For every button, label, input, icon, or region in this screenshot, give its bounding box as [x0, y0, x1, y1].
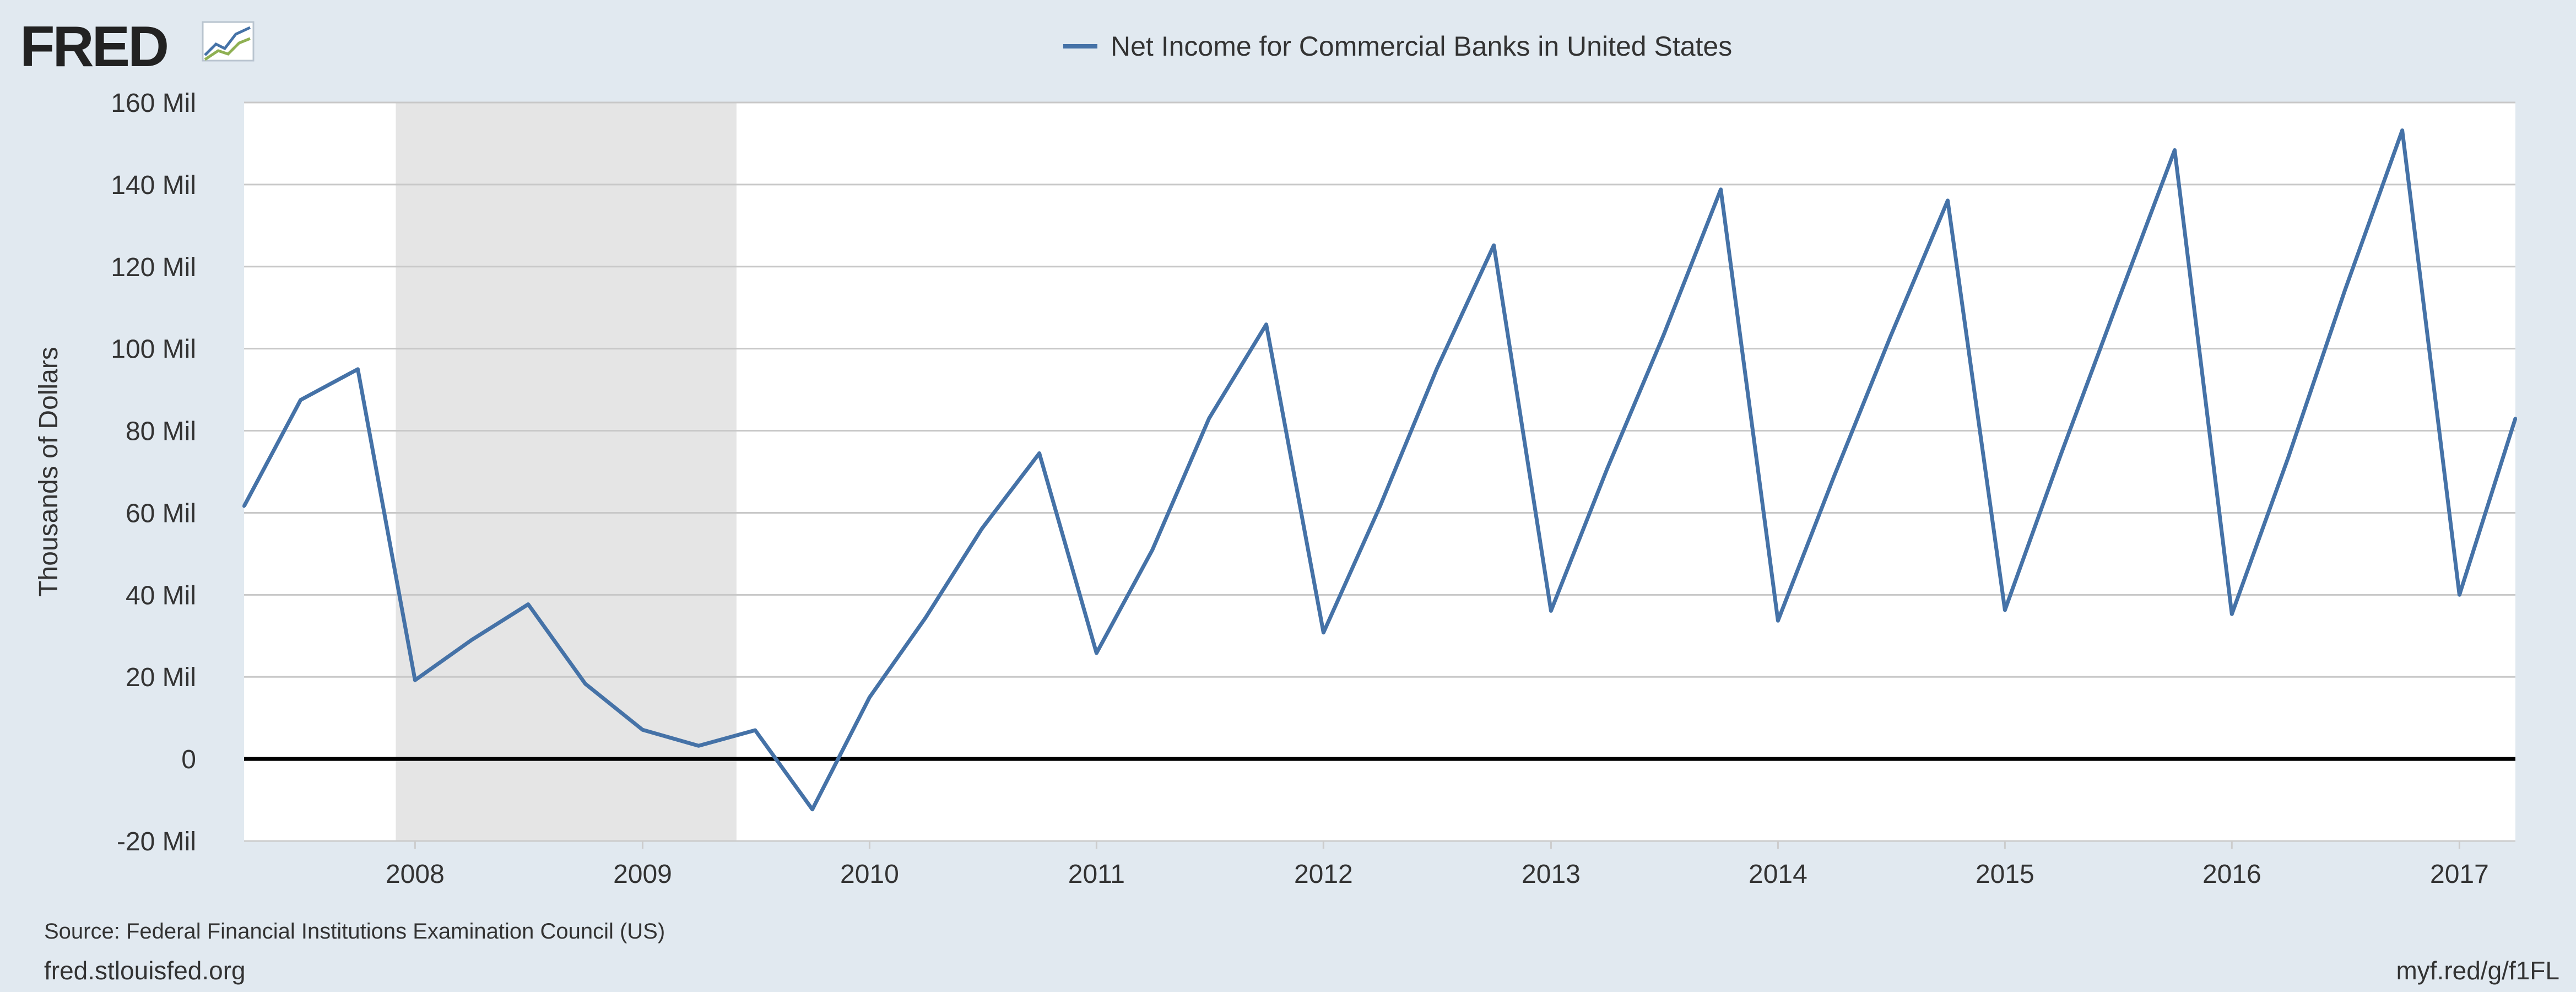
x-tick-label: 2013 — [1522, 860, 1581, 889]
series-point[interactable] — [1322, 630, 1325, 634]
x-tick-label: 2017 — [2430, 860, 2489, 889]
fred-logo-text: FRED — [20, 15, 167, 76]
series-point[interactable] — [1549, 609, 1553, 613]
series-point[interactable] — [413, 678, 417, 682]
series-point[interactable] — [2458, 593, 2461, 597]
series-point[interactable] — [924, 616, 928, 620]
series-point[interactable] — [583, 682, 587, 686]
series-point[interactable] — [1888, 335, 1892, 338]
series-point[interactable] — [697, 744, 701, 748]
series-point[interactable] — [1435, 367, 1438, 371]
fred-logo[interactable]: FRED — [20, 15, 262, 76]
gridlines — [244, 101, 2515, 678]
series-points — [242, 128, 2517, 811]
series-point[interactable] — [810, 807, 814, 811]
y-tick-label: 0 — [181, 745, 196, 774]
series-point[interactable] — [1605, 467, 1609, 471]
legend-swatch — [1063, 44, 1097, 48]
series-point[interactable] — [2230, 612, 2234, 616]
x-tick-label: 2016 — [2202, 860, 2261, 889]
chart-line-icon — [202, 21, 255, 62]
site-link[interactable]: fred.stlouisfed.org — [44, 956, 246, 985]
series-point[interactable] — [1037, 451, 1041, 455]
x-tick-label: 2009 — [613, 860, 672, 889]
y-tick-label: 120 Mil — [111, 253, 196, 282]
series-point[interactable] — [1492, 244, 1496, 247]
series-point[interactable] — [242, 504, 246, 508]
x-tick-label: 2012 — [1294, 860, 1353, 889]
series-point[interactable] — [299, 398, 302, 402]
series-point[interactable] — [1264, 322, 1268, 326]
series-point[interactable] — [2003, 608, 2007, 612]
series-point[interactable] — [641, 728, 645, 732]
series-point[interactable] — [1095, 651, 1098, 655]
series-point[interactable] — [2059, 452, 2063, 456]
series-point[interactable] — [356, 367, 360, 371]
series-point[interactable] — [526, 602, 530, 606]
series-point[interactable] — [2343, 288, 2347, 292]
y-axis-label: Thousands of Dollars — [34, 347, 63, 597]
y-tick-label: 100 Mil — [111, 335, 196, 364]
series-point[interactable] — [868, 696, 872, 699]
y-axis-ticks: -20 Mil 0 20 Mil 40 Mil 60 Mil 80 Mil 100 Mil 1… — [111, 89, 196, 856]
recession-band — [396, 103, 737, 841]
chart-legend: Net Income for Commercial Banks in Unite… — [1063, 29, 1732, 64]
x-tick-label: 2015 — [1976, 860, 2034, 889]
series-point[interactable] — [1378, 504, 1382, 508]
series-point[interactable] — [470, 638, 474, 642]
recession-bands — [396, 103, 737, 841]
source-note: Source: Federal Financial Institutions E… — [44, 919, 665, 944]
x-tick-label: 2008 — [386, 860, 445, 889]
series-point[interactable] — [1776, 619, 1780, 623]
series-point[interactable] — [1719, 187, 1723, 191]
x-tick-label: 2014 — [1749, 860, 1807, 889]
y-tick-label: 160 Mil — [111, 89, 196, 118]
y-tick-label: -20 Mil — [117, 827, 196, 856]
series-point[interactable] — [980, 526, 984, 530]
series-point[interactable] — [1832, 475, 1836, 478]
series-point[interactable] — [1946, 198, 1950, 202]
x-axis-ticks: 2008 2009 2010 2011 2012 2013 2014 2015 2016 2017 — [244, 840, 2515, 889]
series-point[interactable] — [1207, 417, 1211, 420]
y-tick-label: 80 Mil — [126, 417, 196, 446]
series-point[interactable] — [2287, 455, 2291, 459]
series-point[interactable] — [753, 729, 757, 732]
y-tick-label: 60 Mil — [126, 499, 196, 528]
x-tick-label: 2011 — [1068, 860, 1125, 889]
short-url-link[interactable]: myf.red/g/f1FL — [2396, 956, 2559, 985]
x-tick-label: 2010 — [840, 860, 899, 889]
y-tick-label: 20 Mil — [126, 663, 196, 692]
series-point[interactable] — [2514, 417, 2517, 420]
series-point[interactable] — [2115, 300, 2119, 304]
series-point[interactable] — [1662, 333, 1665, 337]
chart-title: Net Income for Commercial Banks in Unite… — [1111, 31, 1733, 62]
series-point[interactable] — [2173, 148, 2177, 152]
series-point[interactable] — [2400, 128, 2404, 132]
y-tick-label: 140 Mil — [111, 171, 196, 200]
y-tick-label: 40 Mil — [126, 581, 196, 610]
series-point[interactable] — [1150, 548, 1154, 552]
